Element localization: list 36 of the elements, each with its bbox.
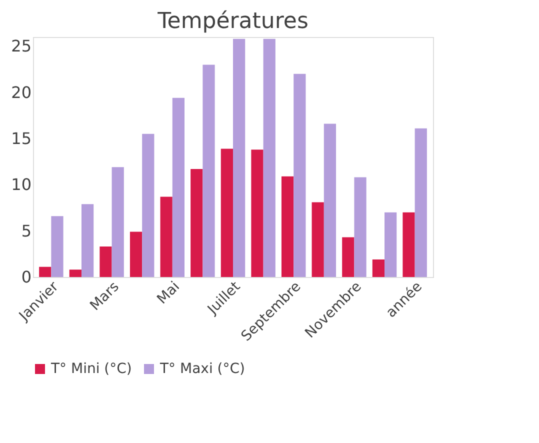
bar — [324, 124, 336, 277]
bar — [81, 204, 94, 277]
bar — [112, 167, 124, 277]
bar — [160, 196, 172, 277]
legend-label: T° Mini (°C) — [50, 361, 132, 377]
bar — [263, 38, 276, 277]
chart-title: Températures — [156, 9, 308, 34]
bar — [233, 38, 246, 277]
bar — [130, 232, 142, 277]
bar — [172, 98, 185, 277]
bar — [402, 212, 415, 277]
bar — [312, 202, 324, 277]
y-tick-label: 5 — [21, 221, 32, 240]
bar — [281, 176, 294, 277]
y-tick-label: 25 — [11, 36, 32, 56]
x-tick-label: Mai — [154, 278, 183, 308]
bar — [384, 212, 397, 277]
bar — [69, 270, 82, 277]
bar — [202, 64, 215, 277]
bar — [100, 246, 112, 277]
legend-label: T° Maxi (°C) — [159, 361, 245, 377]
bar — [220, 148, 233, 277]
bar — [414, 128, 427, 277]
bar — [294, 74, 306, 277]
bar — [251, 150, 264, 277]
bar — [342, 237, 354, 277]
y-tick-label: 10 — [11, 175, 32, 194]
y-tick-label: 20 — [11, 82, 32, 102]
y-tick-label: 15 — [11, 129, 32, 148]
bar — [39, 266, 52, 277]
y-tick-label: 0 — [21, 268, 32, 286]
bar — [51, 216, 64, 277]
bar — [354, 177, 366, 277]
bar — [190, 169, 203, 277]
bar — [142, 134, 154, 277]
bar — [372, 259, 385, 277]
